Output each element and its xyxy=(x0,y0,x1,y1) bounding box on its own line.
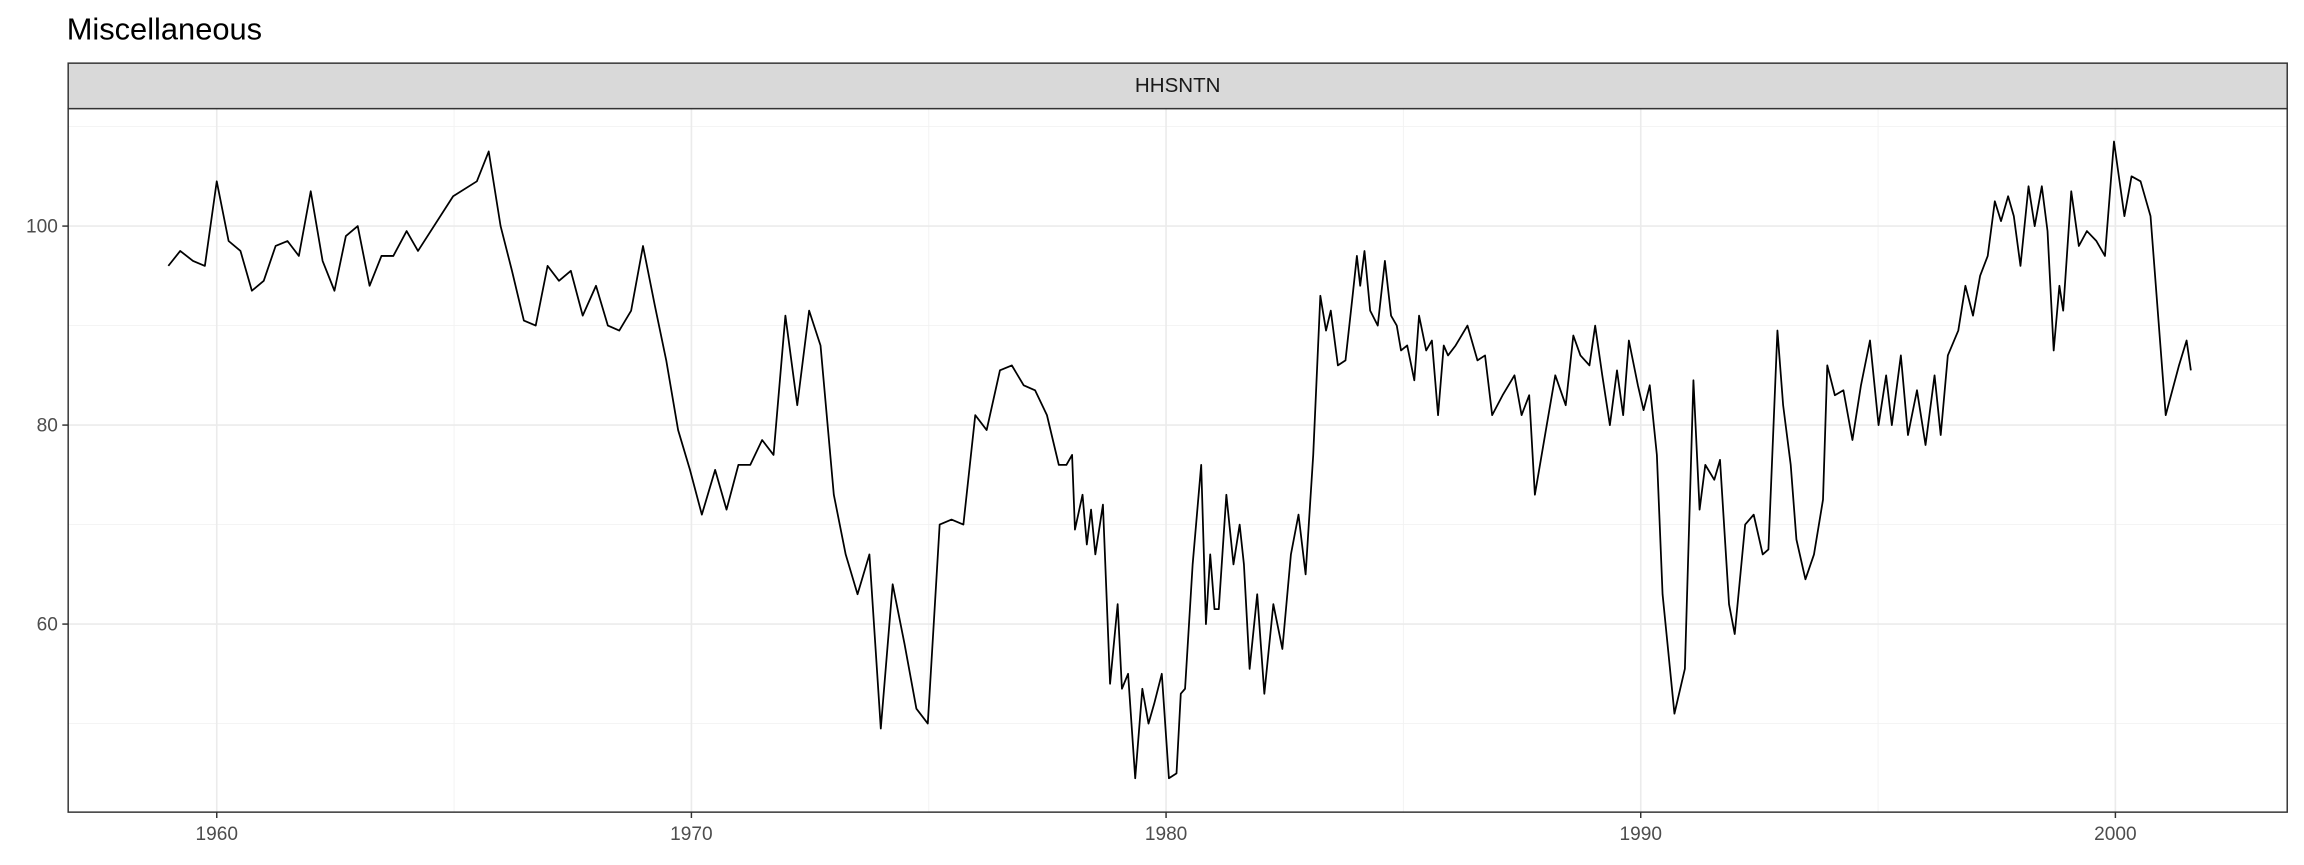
y-tick-label: 60 xyxy=(37,615,58,636)
facet-label: HHSNTN xyxy=(1135,74,1221,97)
y-tick-label: 100 xyxy=(26,217,58,238)
x-tick-label: 2000 xyxy=(2094,824,2136,845)
facet-strip xyxy=(67,62,2288,110)
y-tick-label: 80 xyxy=(37,416,58,437)
x-tick-label: 1970 xyxy=(670,824,712,845)
series-line xyxy=(167,140,2192,780)
x-tick-label: 1960 xyxy=(196,824,238,845)
x-tick-label: 1990 xyxy=(1620,824,1662,845)
x-tick-label: 1980 xyxy=(1145,824,1187,845)
panel-background xyxy=(68,108,2288,813)
chart-title: Miscellaneous xyxy=(67,12,262,47)
panel-border xyxy=(67,107,2288,813)
